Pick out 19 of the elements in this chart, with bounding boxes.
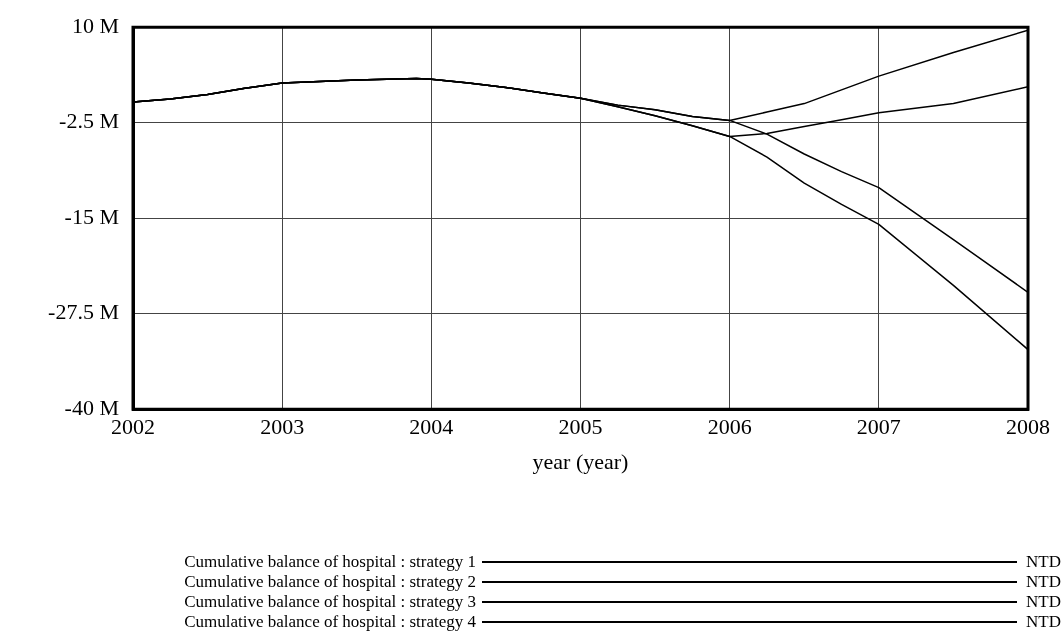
y-tick-label: -15 M: [64, 203, 119, 229]
x-tick-label: 2008: [1006, 414, 1050, 440]
x-tick-label: 2004: [409, 414, 454, 440]
x-axis-title: year (year): [532, 448, 629, 474]
legend-label: Cumulative balance of hospital : strategy 2: [184, 572, 476, 592]
y-tick-label: -2.5 M: [59, 108, 119, 134]
x-tick-label: 2007: [856, 414, 901, 440]
y-tick-label: 10 M: [71, 12, 119, 38]
legend-label: Cumulative balance of hospital : strategy 1: [184, 552, 476, 572]
text: NTD: [1026, 552, 1061, 572]
legend-label: Cumulative balance of hospital : strategy 4: [184, 612, 476, 632]
x-tick-label: 2005: [558, 414, 603, 440]
text: NTD: [1026, 612, 1061, 632]
x-tick-label: 2003: [260, 414, 305, 440]
y-tick-label: -27.5 M: [48, 299, 119, 325]
x-tick-label: 2006: [707, 414, 752, 440]
legend-label: Cumulative balance of hospital : strategy 3: [184, 592, 476, 612]
text: NTD: [1026, 592, 1061, 612]
text: NTD: [1026, 572, 1061, 592]
